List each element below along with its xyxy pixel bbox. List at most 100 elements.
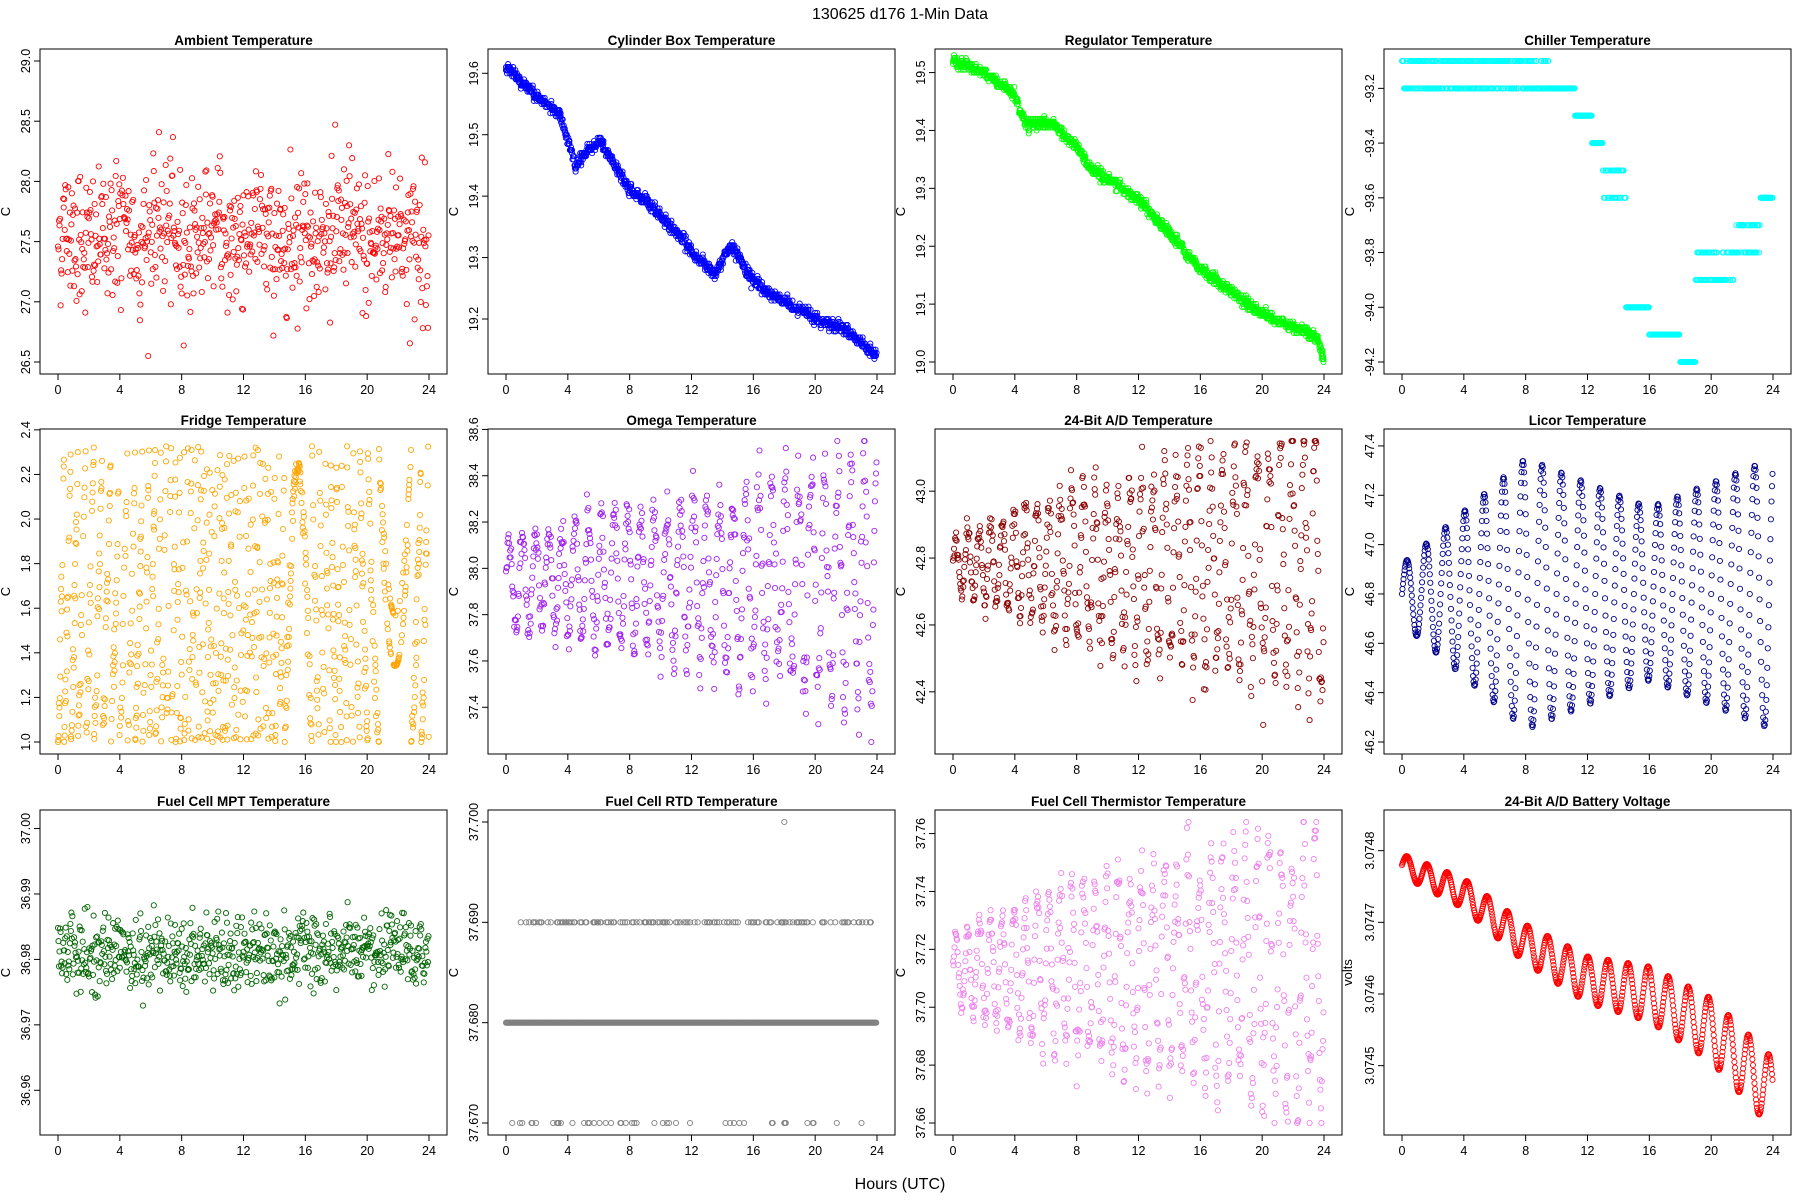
- data-point: [589, 587, 596, 594]
- data-point: [211, 503, 218, 510]
- data-point: [368, 272, 375, 279]
- data-point: [96, 241, 103, 248]
- data-point: [65, 184, 72, 191]
- data-point: [303, 561, 310, 568]
- data-point: [117, 306, 124, 314]
- data-point: [88, 236, 95, 243]
- data-point: [342, 646, 349, 653]
- data-point: [401, 551, 408, 558]
- data-point: [413, 654, 420, 661]
- data-point: [72, 518, 80, 526]
- data-point: [565, 134, 572, 141]
- data-point: [275, 187, 282, 194]
- data-point: [175, 581, 182, 588]
- data-point: [285, 658, 292, 665]
- data-point: [298, 499, 305, 506]
- data-point: [62, 688, 69, 695]
- data-point: [81, 484, 88, 491]
- y-tick-label: 1.6: [19, 599, 33, 616]
- data-point: [618, 645, 625, 652]
- data-point: [529, 563, 536, 570]
- x-tick-label: 24: [1766, 383, 1780, 397]
- data-point: [119, 620, 126, 628]
- data-point: [583, 491, 590, 498]
- data-point: [545, 526, 552, 533]
- data-point: [232, 489, 239, 496]
- data-point: [203, 466, 210, 473]
- data-point: [397, 175, 404, 182]
- x-tick-label: 20: [1255, 383, 1269, 397]
- data-point: [148, 661, 155, 668]
- data-point: [352, 568, 359, 575]
- data-point: [686, 251, 694, 258]
- data-point: [360, 252, 367, 259]
- data-point: [205, 619, 212, 626]
- data-point: [97, 251, 104, 258]
- data-point: [372, 713, 379, 720]
- data-point: [604, 610, 611, 617]
- y-tick-label: 38.6: [467, 417, 481, 441]
- data-point: [303, 630, 310, 637]
- data-point: [176, 227, 183, 234]
- data-point: [78, 632, 86, 639]
- data-point: [272, 737, 279, 745]
- data-point: [364, 260, 371, 267]
- data-point: [231, 684, 238, 691]
- x-tick-label: 12: [1132, 383, 1146, 397]
- data-point: [330, 610, 337, 617]
- plot-frame: [1383, 48, 1792, 375]
- x-tick-label: 16: [298, 763, 312, 777]
- data-point: [138, 238, 145, 246]
- data-point: [188, 175, 196, 182]
- data-point: [215, 226, 222, 233]
- data-point: [162, 458, 170, 465]
- data-point: [759, 282, 766, 289]
- data-point: [129, 530, 137, 537]
- data-point: [225, 557, 232, 564]
- data-point: [415, 256, 422, 263]
- data-point: [72, 256, 79, 263]
- data-point: [204, 717, 211, 724]
- data-point: [573, 165, 580, 172]
- y-tick-label: 19.2: [914, 234, 928, 258]
- data-point: [114, 279, 121, 286]
- y-tick-label: 2.2: [19, 466, 33, 483]
- data-point: [78, 592, 85, 599]
- data-point: [140, 727, 147, 734]
- x-tick-label: 0: [1399, 383, 1406, 397]
- data-points: [502, 61, 880, 362]
- data-point: [349, 738, 357, 745]
- data-point: [200, 240, 207, 247]
- data-points: [54, 121, 432, 360]
- data-point: [356, 448, 364, 455]
- data-point: [359, 550, 366, 557]
- data-point: [88, 273, 96, 280]
- data-point: [366, 215, 373, 222]
- data-point: [404, 547, 411, 554]
- data-point: [93, 211, 100, 218]
- data-point: [156, 516, 164, 523]
- data-point: [566, 137, 573, 144]
- x-tick-label: 0: [55, 763, 62, 777]
- data-point: [303, 305, 310, 312]
- data-point: [254, 258, 261, 265]
- data-point: [273, 613, 280, 620]
- data-point: [131, 232, 138, 239]
- data-point: [139, 448, 146, 455]
- data-point: [103, 250, 111, 257]
- data-point: [157, 496, 164, 503]
- data-point: [155, 129, 163, 136]
- data-point: [170, 627, 177, 634]
- data-point: [365, 218, 372, 225]
- data-point: [614, 557, 621, 564]
- data-point: [306, 296, 313, 303]
- data-point: [420, 702, 427, 709]
- data-point: [224, 251, 232, 258]
- data-point: [562, 587, 569, 594]
- data-point: [755, 279, 763, 286]
- data-point: [649, 202, 656, 209]
- data-point: [407, 464, 414, 471]
- data-point: [548, 557, 555, 564]
- data-point: [292, 264, 299, 271]
- data-point: [357, 469, 364, 476]
